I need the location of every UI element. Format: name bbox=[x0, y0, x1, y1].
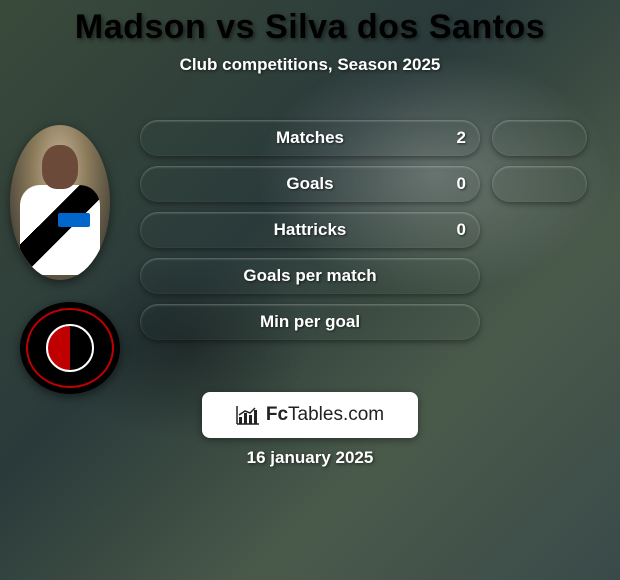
stat-value-left: 0 bbox=[457, 174, 466, 194]
player-left-portrait bbox=[10, 125, 110, 280]
stat-bar: Goals 0 bbox=[140, 166, 480, 202]
brand-prefix: Fc bbox=[266, 404, 288, 425]
stat-pills-right bbox=[492, 120, 587, 212]
stat-label: Hattricks bbox=[140, 220, 480, 240]
stat-bar: Min per goal bbox=[140, 304, 480, 340]
badge-ring bbox=[26, 308, 114, 388]
player-left-club-badge bbox=[20, 302, 120, 394]
stat-bar: Matches 2 bbox=[140, 120, 480, 156]
stat-bar: Hattricks 0 bbox=[140, 212, 480, 248]
brand-suffix: Tables.com bbox=[288, 404, 384, 425]
footer-brand: FcTables.com bbox=[202, 392, 418, 438]
stat-pill bbox=[492, 166, 587, 202]
stat-label: Min per goal bbox=[140, 312, 480, 332]
page-title: Madson vs Silva dos Santos bbox=[0, 0, 620, 47]
stat-pill bbox=[492, 120, 587, 156]
stat-bar: Goals per match bbox=[140, 258, 480, 294]
portrait-sponsor-patch bbox=[58, 213, 90, 227]
portrait-head bbox=[42, 145, 78, 189]
stat-label: Goals per match bbox=[140, 266, 480, 286]
footer-brand-text: FcTables.com bbox=[266, 404, 384, 426]
stat-value-left: 0 bbox=[457, 220, 466, 240]
chart-icon bbox=[236, 405, 260, 425]
content-root: Madson vs Silva dos Santos Club competit… bbox=[0, 0, 620, 580]
stat-bars-left: Matches 2 Goals 0 Hattricks 0 Goals per … bbox=[140, 120, 480, 350]
page-subtitle: Club competitions, Season 2025 bbox=[0, 55, 620, 75]
portrait-sash bbox=[20, 185, 100, 275]
stat-label: Goals bbox=[140, 174, 480, 194]
footer-date: 16 january 2025 bbox=[0, 448, 620, 468]
stat-value-left: 2 bbox=[457, 128, 466, 148]
stat-label: Matches bbox=[140, 128, 480, 148]
